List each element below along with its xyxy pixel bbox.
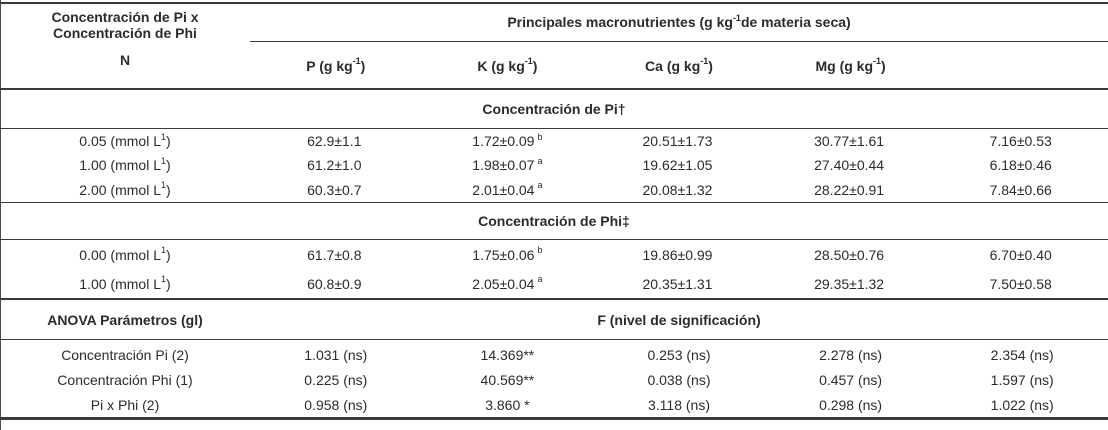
table-cell: 28.22±0.91 [814, 181, 885, 198]
rule-under-span-title [250, 41, 1108, 42]
anova-parameters-header: ANOVA Parámetros (gl) [47, 311, 203, 328]
table-cell: 2.05±0.04 a [472, 274, 543, 292]
table-cell: 1.031 (ns) [304, 346, 368, 363]
table-cell: 0.457 (ns) [819, 371, 883, 388]
table-cell: 7.16±0.53 [989, 133, 1052, 150]
pi-section-title: Concentración de Pi† [0, 90, 1108, 128]
table-cell: 1.75±0.06 b [472, 245, 543, 263]
column-header-p: P (g kg -1) [306, 56, 366, 74]
rule-under-phi-rows [0, 298, 1108, 300]
row-label: 0.05 (mmol L 1) [79, 131, 171, 150]
table-cell: 3.118 (ns) [647, 396, 710, 413]
rule-under-anova-header [0, 339, 1108, 340]
table-cell: 0.253 (ns) [647, 346, 711, 363]
rule-under-pi-section-title [0, 128, 1108, 129]
anova-header-band: ANOVA Parámetros (gl) F (nivel de signif… [0, 300, 1108, 339]
row-label-header-n: N [119, 52, 131, 68]
rule-under-pi-rows [0, 202, 1108, 203]
table-cell: 7.84±0.66 [989, 181, 1052, 198]
table-cell: 62.9±1.1 [307, 133, 362, 150]
table-cell: 61.2±1.0 [307, 157, 362, 174]
table-cell: 19.86±0.99 [642, 246, 713, 263]
anova-f-header: F (nivel de significación) [597, 311, 761, 328]
row-label: 1.00 (mmol L 1) [79, 155, 171, 174]
table-cell: 20.08±1.32 [642, 181, 713, 198]
table-cell: 1.022 (ns) [990, 396, 1054, 413]
table-cell: 0.038 (ns) [647, 371, 711, 388]
rule-bottom [0, 417, 1108, 420]
row-label: 0.00 (mmol L 1) [79, 245, 171, 263]
macronutrients-span-header: Principales macronutrientes (g kg -1 de m… [250, 3, 1108, 41]
table-cell: 60.3±0.7 [307, 181, 362, 198]
column-header-k: K (g kg -1) [477, 56, 538, 74]
table-cell: 2.01±0.04 a [472, 180, 543, 198]
row-label: 2.00 (mmol L 1) [79, 180, 171, 198]
table-cell: 3.860 * [485, 396, 530, 413]
left-edge-line [0, 0, 1, 430]
anova-rows: Concentración Pi (2) 1.031 (ns) 14.369**… [0, 342, 1108, 417]
table-cell: 1.72±0.09 b [472, 131, 543, 150]
table-cell: 20.51±1.73 [642, 133, 713, 150]
phi-section-title: Concentración de Phi‡ [0, 203, 1108, 239]
pi-section-rows: 0.05 (mmol L 1) 62.9±1.1 1.72±0.09 b 20.51… [0, 129, 1108, 202]
column-headers-row: P (g kg -1) K (g kg -1) Ca (g kg -1) Mg (g … [0, 43, 1108, 88]
table-cell: 14.369** [480, 346, 535, 363]
table-cell: 2.354 (ns) [990, 346, 1054, 363]
table-cell: 19.62±1.05 [642, 157, 713, 174]
phi-section-title-text: Concentración de Phi‡ [478, 213, 630, 229]
span-header-text-end: de materia seca) [740, 14, 851, 30]
rule-under-phi-section-title [0, 239, 1108, 240]
table-cell: 6.70±0.40 [989, 246, 1052, 263]
row-label-header-line1: Concentración de Pi x [51, 9, 199, 25]
table-cell: 1.98±0.07 a [472, 155, 543, 174]
span-header-text: Principales macronutrientes (g kg [507, 14, 733, 30]
table-cell: 27.40±0.44 [814, 157, 885, 174]
row-label: 1.00 (mmol L 1) [79, 274, 171, 292]
row-label-header-line2: Concentración de Phi [53, 25, 197, 41]
table-cell: 6.18±0.46 [989, 157, 1052, 174]
table-cell: 0.958 (ns) [304, 396, 368, 413]
table-cell: 29.35±1.32 [814, 275, 885, 292]
pi-section-title-text: Concentración de Pi† [482, 101, 626, 117]
phi-section-rows: 0.00 (mmol L 1) 61.7±0.8 1.75±0.06 b 19.86… [0, 240, 1108, 298]
rule-under-column-headers [0, 88, 1108, 90]
rule-top [0, 2, 1108, 4]
table-cell: 0.298 (ns) [819, 396, 883, 413]
row-label: Concentración Pi (2) [61, 346, 189, 363]
span-header-superscript: -1 [732, 12, 741, 23]
table-cell: 0.225 (ns) [304, 371, 368, 388]
table-cell: 2.278 (ns) [819, 346, 883, 363]
table-cell: 1.597 (ns) [990, 371, 1054, 388]
column-header-mg: Mg (g kg -1) [815, 56, 886, 74]
table-cell: 60.8±0.9 [307, 275, 362, 292]
row-label: Concentración Phi (1) [57, 371, 193, 388]
table-cell: 30.77±1.61 [814, 133, 885, 150]
table-cell: 7.50±0.58 [989, 275, 1052, 292]
row-label-column-header: Concentración de Pi x Concentración de P… [0, 9, 250, 68]
table-cell: 61.7±0.8 [307, 246, 362, 263]
table-cell: 40.569** [480, 371, 535, 388]
column-header-unlabeled [936, 43, 1108, 88]
table-cell: 28.50±0.76 [814, 246, 885, 263]
row-label: Pi x Phi (2) [90, 396, 160, 413]
column-header-empty [0, 43, 250, 88]
table-cell: 20.35±1.31 [642, 275, 713, 292]
column-header-ca: Ca (g kg -1) [645, 56, 713, 74]
